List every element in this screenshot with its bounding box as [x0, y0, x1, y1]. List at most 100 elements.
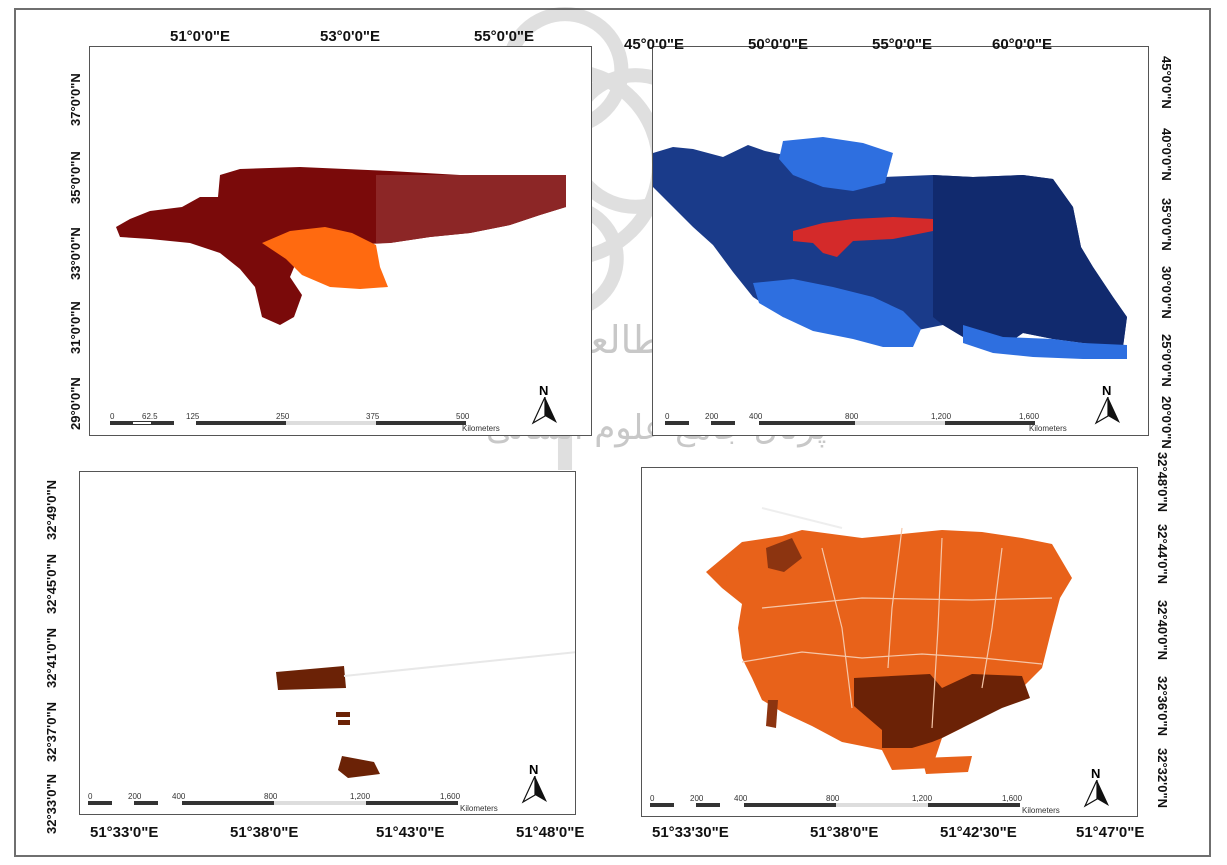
north-label: N [1102, 383, 1112, 398]
scale-label-3: 800 [845, 412, 859, 421]
north-arrow: N [1093, 383, 1123, 425]
north-arrow-icon [521, 776, 547, 804]
tl-top-tick-1: 53°0'0"E [320, 28, 381, 45]
br-bottom-tick-0: 51°33'30"E [652, 824, 729, 841]
scale-bar: 0 200 400 800 1,200 1,600 Kilometers [88, 792, 508, 813]
scale-label-1: 200 [690, 794, 704, 803]
scale-label-4: 375 [366, 412, 380, 421]
tr-right-tick-3: 30°0'0"N [1159, 266, 1174, 319]
tr-right-tick-2: 35°0'0"N [1159, 198, 1174, 251]
bl-bottom-tick-3: 51°48'0"E [516, 824, 585, 841]
tr-right-tick-1: 40°0'0"N [1159, 128, 1174, 181]
scale-unit: Kilometers [462, 424, 500, 433]
scale-label-5: 1,600 [1002, 794, 1023, 803]
country-map [653, 137, 1127, 359]
scale-label-4: 1,200 [931, 412, 952, 421]
br-right-tick-4: 32°32'0"N [1155, 748, 1170, 808]
br-bottom-tick-1: 51°38'0"E [810, 824, 879, 841]
scale-label-3: 250 [276, 412, 290, 421]
country-region-east [933, 175, 1127, 347]
br-right-tick-0: 32°48'0"N [1155, 452, 1170, 512]
north-label: N [529, 762, 539, 777]
bl-left-tick-0: 32°49'0"N [44, 480, 59, 540]
scale-unit: Kilometers [1022, 806, 1060, 815]
province-southeast [963, 325, 1127, 359]
bl-bottom-tick-1: 51°38'0"E [230, 824, 299, 841]
scale-label-1: 200 [705, 412, 719, 421]
parcel-2 [336, 712, 350, 717]
tr-right-tick-5: 20°0'0"N [1159, 396, 1174, 449]
north-label: N [1091, 766, 1101, 781]
scale-label-0: 0 [665, 412, 670, 421]
tr-top-tick-1: 50°0'0"E [748, 36, 809, 53]
scale-label-5: 500 [456, 412, 470, 421]
map-panel-parcels: 0 200 400 800 1,200 1,600 Kilometers N [79, 471, 576, 815]
br-right-tick-2: 32°40'0"N [1155, 600, 1170, 660]
county-highlight [262, 227, 388, 289]
tl-left-tick-2: 33°0'0"N [68, 227, 83, 280]
scale-label-2: 400 [734, 794, 748, 803]
tl-left-tick-3: 31°0'0"N [68, 301, 83, 354]
tl-left-tick-1: 35°0'0"N [68, 151, 83, 204]
scale-label-5: 1,600 [1019, 412, 1040, 421]
scale-label-4: 1,200 [350, 792, 371, 801]
br-bottom-tick-3: 51°47'0"E [1076, 824, 1145, 841]
scale-label-5: 1,600 [440, 792, 461, 801]
tl-left-tick-4: 29°0'0"N [68, 377, 83, 430]
urban-district-dark [854, 674, 1030, 748]
scale-label-2: 400 [172, 792, 186, 801]
scale-label-3: 800 [826, 794, 840, 803]
north-arrow-icon [531, 397, 557, 425]
bl-left-tick-4: 32°33'0"N [44, 774, 59, 834]
scale-bar: 0 200 400 800 1,200 1,600 Kilometers [650, 794, 1070, 815]
scale-bar: 0 62.5 125 250 375 500 Kilometers [110, 412, 500, 433]
bl-bottom-tick-2: 51°43'0"E [376, 824, 445, 841]
parcel-3 [338, 720, 350, 725]
parcels-map [276, 651, 575, 778]
tl-left-tick-0: 37°0'0"N [68, 73, 83, 126]
tr-top-tick-0: 45°0'0"E [624, 36, 685, 53]
scale-label-2: 400 [749, 412, 763, 421]
scale-label-1: 62.5 [142, 412, 158, 421]
scale-label-2: 125 [186, 412, 200, 421]
tr-right-tick-4: 25°0'0"N [1159, 334, 1174, 387]
north-arrow: N [530, 383, 560, 425]
scale-label-0: 0 [110, 412, 115, 421]
scale-unit: Kilometers [460, 804, 498, 813]
br-right-tick-3: 32°36'0"N [1155, 676, 1170, 736]
map-panel-urban: 0 200 400 800 1,200 1,600 Kilometers N [641, 467, 1138, 817]
tl-top-tick-0: 51°0'0"E [170, 28, 231, 45]
province-region-east [376, 175, 566, 243]
scale-label-4: 1,200 [912, 794, 933, 803]
urban-map [706, 507, 1072, 774]
north-arrow-icon [1083, 780, 1109, 808]
bl-left-tick-2: 32°41'0"N [44, 628, 59, 688]
br-right-tick-1: 32°44'0"N [1155, 524, 1170, 584]
bl-left-tick-3: 32°37'0"N [44, 702, 59, 762]
province-highlight [793, 217, 933, 257]
scale-label-3: 800 [264, 792, 278, 801]
figure-frame [14, 8, 1211, 857]
province-south [753, 279, 921, 347]
scale-label-0: 0 [650, 794, 655, 803]
province-map [116, 167, 566, 325]
north-arrow: N [520, 762, 550, 804]
north-arrow-icon [1094, 397, 1120, 425]
north-label: N [539, 383, 549, 398]
scale-label-0: 0 [88, 792, 93, 801]
map-panel-country: 0 200 400 800 1,200 1,600 Kilometers N [652, 46, 1149, 436]
tl-top-tick-2: 55°0'0"E [474, 28, 535, 45]
map-panel-province: 0 62.5 125 250 375 500 Kilometers N [89, 46, 592, 436]
bl-bottom-tick-0: 51°33'0"E [90, 824, 159, 841]
scale-label-1: 200 [128, 792, 142, 801]
province-north [779, 137, 893, 191]
parcel-4 [338, 756, 380, 778]
bl-left-tick-1: 32°45'0"N [44, 554, 59, 614]
scale-unit: Kilometers [1029, 424, 1067, 433]
tr-top-tick-2: 55°0'0"E [872, 36, 933, 53]
scale-bar: 0 200 400 800 1,200 1,600 Kilometers [665, 412, 1067, 433]
parcel-1 [276, 666, 346, 690]
br-bottom-tick-2: 51°42'30"E [940, 824, 1017, 841]
tr-right-tick-0: 45°0'0"N [1159, 56, 1174, 109]
tr-top-tick-3: 60°0'0"E [992, 36, 1053, 53]
